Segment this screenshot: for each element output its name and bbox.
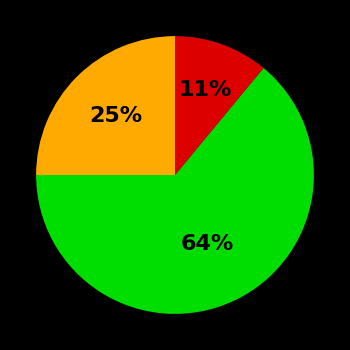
Wedge shape <box>175 36 264 175</box>
Wedge shape <box>36 68 314 314</box>
Text: 25%: 25% <box>90 106 143 126</box>
Text: 64%: 64% <box>181 234 234 254</box>
Wedge shape <box>36 36 175 175</box>
Text: 11%: 11% <box>179 80 232 100</box>
